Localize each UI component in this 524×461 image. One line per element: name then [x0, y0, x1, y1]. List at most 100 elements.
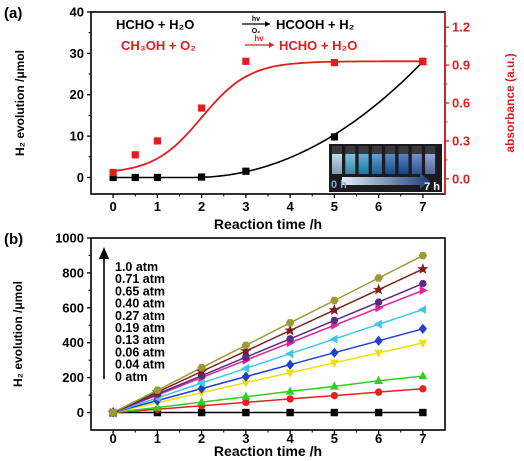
vial-cap: [358, 146, 369, 154]
h2-data-point: [198, 173, 206, 181]
absorbance-fit-curve: [112, 60, 423, 172]
panel-a-y2-ticks: 0.0 0.3 0.6 0.9 1.2: [445, 20, 470, 186]
b-x-tick-label: 1: [154, 431, 161, 446]
series-point: [418, 371, 428, 380]
series-point: [418, 339, 428, 348]
vial-cap: [411, 146, 422, 154]
series-point: [374, 408, 383, 417]
legend-entry: 0 atm: [115, 370, 148, 384]
legend-entry: 0.04 atm: [115, 358, 165, 372]
series-point: [374, 375, 384, 385]
series-point: [419, 279, 427, 288]
b-x-tick-label: 7: [419, 431, 426, 446]
panel-b-x-axis-label: Reaction time /h: [214, 443, 322, 459]
legend-arrow: [99, 247, 109, 379]
series-point: [286, 359, 295, 370]
series-line: [113, 375, 423, 414]
series-point: [286, 395, 294, 403]
absorbance-data-point: [153, 137, 161, 145]
series-point: [197, 408, 206, 417]
a-y2-tick-label: 1.2: [452, 20, 470, 35]
h2-data-point: [330, 133, 338, 141]
a-x-tick-label: 4: [287, 199, 295, 214]
series-point: [419, 385, 427, 393]
series-point: [197, 363, 206, 372]
panel-a-y2-axis-label: absorbance (a.u.): [503, 53, 517, 152]
panel-a-curves: [112, 60, 424, 179]
panel-b-series-markers: [107, 251, 429, 418]
series-point: [329, 359, 339, 368]
series-point: [374, 298, 383, 306]
series-point: [328, 304, 341, 315]
b-y-tick-label: 1000: [55, 231, 84, 246]
a-y2-tick-label: 0.9: [452, 58, 470, 73]
series-point: [374, 349, 384, 358]
series-point: [374, 274, 383, 282]
series-point: [285, 319, 295, 327]
absorbance-data-point: [330, 58, 338, 67]
a-y-tick-label: 0: [77, 170, 84, 185]
b-x-tick-label: 4: [287, 431, 295, 446]
legend-entry: 0.40 atm: [115, 297, 165, 311]
series-point: [374, 335, 383, 346]
panel-a-x-axis-label: Reaction time /h: [214, 216, 322, 232]
panel-a-y-axis-label: H₂ evolution /μmol: [13, 50, 27, 156]
legend-entry: 0.19 atm: [115, 321, 165, 335]
series-point: [330, 391, 339, 400]
series-point: [241, 341, 251, 350]
series-point: [417, 305, 427, 315]
series-point: [285, 369, 295, 378]
a-y2-tick-label: 0.0: [452, 171, 470, 186]
series-point: [241, 371, 250, 382]
legend-entry: 0.27 atm: [115, 309, 165, 323]
reaction-2-reactants: CH₃OH + O₂: [121, 38, 196, 53]
panel-b-series-lines: [112, 254, 424, 414]
series-point: [240, 363, 250, 373]
vial-cap: [398, 146, 409, 154]
inset-start-label: 0 h: [331, 179, 347, 191]
vials: [332, 146, 436, 174]
series-point: [373, 319, 382, 329]
series-point: [286, 335, 294, 343]
a-x-tick-label: 6: [375, 199, 382, 214]
b-y-tick-label: 0: [77, 405, 84, 420]
series-point: [285, 386, 295, 395]
reaction-2-arrow-top: hv: [254, 34, 264, 43]
a-x-tick-label: 2: [198, 199, 205, 214]
absorbance-data-point: [242, 57, 250, 65]
h2-data-point: [242, 167, 250, 175]
a-x-tick-label: 7: [419, 199, 426, 214]
reaction-1-arrow-head: [265, 21, 270, 27]
b-x-tick-label: 3: [242, 431, 249, 446]
panel-b-y-axis-label: H₂ evolution /μmol: [11, 281, 25, 387]
inset-end-label: 7 h: [424, 181, 440, 193]
time-gradient-arrow: [342, 173, 430, 189]
series-point: [242, 398, 250, 407]
series-point: [241, 391, 251, 400]
series-point: [286, 408, 294, 417]
reaction-1-arrow-top: hv: [252, 16, 260, 23]
series-line: [113, 388, 423, 414]
reaction-1-products: HCOOH + H₂: [276, 17, 355, 32]
vial-cap: [371, 146, 382, 154]
legend-entry: 1.0 atm: [115, 260, 158, 274]
series-point: [240, 345, 252, 356]
reaction-2-arrow-head: [269, 42, 274, 48]
panel-a: (a) 0 1 2 3 4 5 6 7 0 10 20 30 40 0.0 0.3 0.6 0.9 1.2 R…: [4, 5, 517, 233]
absorbance-data-point: [198, 104, 206, 112]
reaction-2-products: HCHO + H₂O: [279, 38, 357, 53]
a-x-tick-label: 5: [331, 199, 338, 214]
a-y-tick-label: 10: [70, 129, 84, 144]
series-point: [375, 303, 384, 313]
series-point: [419, 408, 427, 417]
series-point: [329, 381, 339, 390]
a-y-tick-label: 40: [70, 5, 84, 20]
a-y-tick-label: 20: [70, 87, 84, 102]
legend-entry: 0.65 atm: [115, 284, 165, 298]
series-point: [419, 285, 428, 295]
panel-a-y-ticks: 0 10 20 30 40: [70, 5, 91, 185]
vial-cap: [332, 146, 342, 154]
b-x-tick-label: 5: [331, 431, 338, 446]
